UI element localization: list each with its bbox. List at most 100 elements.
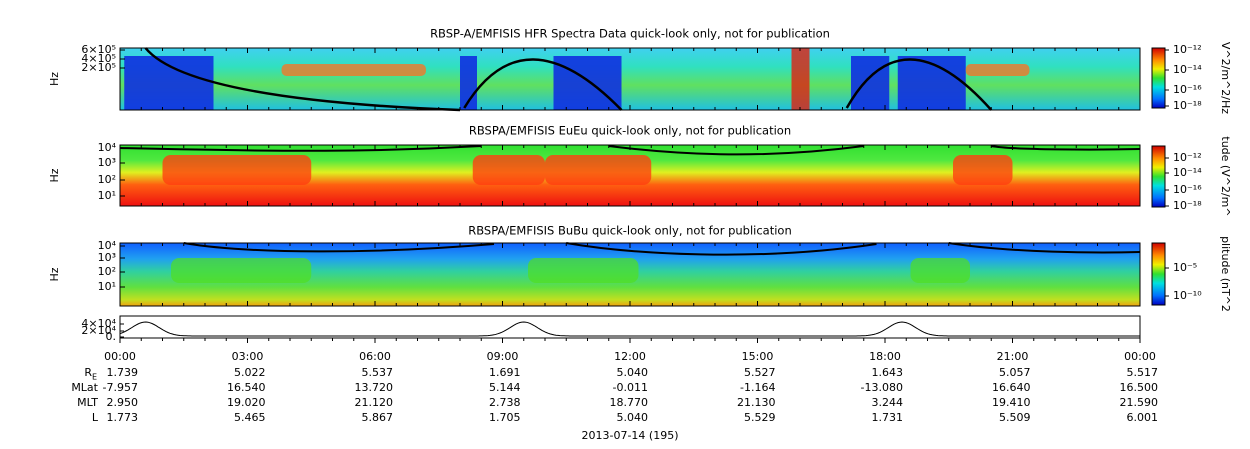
x-tick-label: 18:00 <box>869 350 901 363</box>
colorbar-tick-label: 10⁻¹⁸ <box>1173 199 1202 212</box>
y-axis-label: Hz <box>48 168 61 182</box>
y-tick-label: 10³ <box>98 156 116 169</box>
trace-line <box>119 145 1141 156</box>
ephemeris-value: 16.540 <box>227 381 266 394</box>
colorbar <box>1151 145 1166 208</box>
ephemeris-value: 3.244 <box>872 396 904 409</box>
y-tick-label: 6×10⁵ <box>81 43 116 56</box>
ephemeris-value: 13.720 <box>355 381 394 394</box>
y-tick-label: 4×10⁵ <box>81 52 116 65</box>
colorbar-label: plitude (nT^2 <box>1219 236 1232 312</box>
trace-line <box>119 321 1140 337</box>
ephemeris-value: 5.537 <box>362 366 394 379</box>
ephemeris-value: 1.773 <box>107 411 139 424</box>
spectrogram <box>120 48 1140 110</box>
x-tick-label: 09:00 <box>487 350 519 363</box>
ephemeris-value: 18.770 <box>610 396 649 409</box>
x-tick-label: 15:00 <box>742 350 774 363</box>
x-tick-label: 12:00 <box>614 350 646 363</box>
spectrogram-patch <box>910 258 970 283</box>
ephemeris-value: 1.691 <box>489 366 521 379</box>
colorbar-tick-label: 10⁻¹⁴ <box>1173 63 1202 76</box>
colorbar-tick-label: 10⁻¹⁰ <box>1173 289 1202 302</box>
ephemeris-value: 5.040 <box>617 366 649 379</box>
colorbar-label: tude (V^2/m^ <box>1219 136 1232 216</box>
ephemeris-value: 21.590 <box>1120 396 1159 409</box>
y-axis-label: Hz <box>48 72 61 86</box>
plot-layer: RBSP-A/EMFISIS HFR Spectra Data quick-lo… <box>48 27 1232 443</box>
ephemeris-value: 16.500 <box>1120 381 1159 394</box>
panel-title: RBSPA/EMFISIS EuEu quick-look only, not … <box>469 124 791 138</box>
spectrogram-patch <box>553 56 622 110</box>
ephemeris-value: -7.957 <box>103 381 138 394</box>
spectrogram-patch <box>171 258 312 283</box>
ephemeris-value: 21.120 <box>355 396 394 409</box>
line-panel-frame <box>119 315 1141 339</box>
ephemeris-value: -13.080 <box>861 381 903 394</box>
colorbar-tick-label: 10⁻¹⁶ <box>1173 83 1202 96</box>
spectrogram-patch <box>528 258 639 283</box>
spectrogram-patch <box>124 56 214 110</box>
ephemeris-value: 2.950 <box>107 396 139 409</box>
ephemeris-label: MLT <box>77 396 98 409</box>
spectrogram-patch <box>851 56 890 110</box>
trace-line <box>144 47 461 112</box>
ephemeris-value: -1.164 <box>740 381 775 394</box>
ephemeris-value: 1.739 <box>107 366 139 379</box>
spectrogram-patch <box>545 155 652 185</box>
ephemeris-value: 1.643 <box>872 366 904 379</box>
ephemeris-label: MLat <box>71 381 98 394</box>
spectrogram-patch <box>472 155 545 185</box>
ephemeris-value: 5.057 <box>999 366 1031 379</box>
y-tick-label: 0. <box>106 330 117 343</box>
colorbar-tick-label: 10⁻¹⁶ <box>1173 183 1202 196</box>
ephemeris-value: 5.529 <box>744 411 776 424</box>
ephemeris-label: L <box>92 411 99 424</box>
ephemeris-value: 5.527 <box>744 366 776 379</box>
ephemeris-value: 1.705 <box>489 411 521 424</box>
y-tick-label: 2×10⁴ <box>81 324 116 337</box>
y-axis-label: Hz <box>48 267 61 281</box>
x-tick-label: 00:00 <box>104 350 136 363</box>
y-tick-label: 10² <box>98 265 116 278</box>
panel-title: RBSP-A/EMFISIS HFR Spectra Data quick-lo… <box>430 27 830 41</box>
colorbar-tick-label: 10⁻¹² <box>1173 151 1202 164</box>
colorbar-tick-label: 10⁻¹² <box>1173 43 1202 56</box>
spectrogram-patch <box>953 155 1013 185</box>
ephemeris-value: 5.465 <box>234 411 266 424</box>
ephemeris-value: 5.509 <box>999 411 1031 424</box>
y-tick-label: 10² <box>98 173 116 186</box>
trace-line <box>463 58 623 111</box>
ephemeris-value: 5.144 <box>489 381 521 394</box>
ephemeris-value: 1.731 <box>872 411 904 424</box>
spectrogram-patch <box>281 64 426 76</box>
ephemeris-value: 19.410 <box>992 396 1031 409</box>
spectrogram-patch <box>162 155 312 185</box>
x-tick-label: 21:00 <box>997 350 1029 363</box>
y-tick-label: 2×10⁵ <box>81 61 116 74</box>
ephemeris-value: 19.020 <box>227 396 266 409</box>
ephemeris-value: 16.640 <box>992 381 1031 394</box>
panel-title: RBSPA/EMFISIS BuBu quick-look only, not … <box>468 224 792 238</box>
ephemeris-value: 21.130 <box>737 396 776 409</box>
spectrogram-patch <box>791 48 810 110</box>
colorbar-tick-label: 10⁻¹⁸ <box>1173 99 1202 112</box>
colorbar-label: V^2/m^2/Hz <box>1219 42 1232 114</box>
y-tick-label: 10¹ <box>98 280 116 293</box>
ephemeris-value: -0.011 <box>613 381 648 394</box>
y-tick-label: 10³ <box>98 251 116 264</box>
spectrogram-patch <box>965 64 1030 76</box>
colorbar <box>1151 47 1166 109</box>
date-label: 2013-07-14 (195) <box>581 429 678 442</box>
colorbar-tick-label: 10⁻⁵ <box>1173 261 1197 274</box>
trace-line <box>845 58 993 111</box>
x-tick-label: 00:00 <box>1124 350 1156 363</box>
ephemeris-value: 5.040 <box>617 411 649 424</box>
trace-line <box>183 242 1141 256</box>
ephemeris-label: R <box>84 366 92 379</box>
x-tick-label: 03:00 <box>232 350 264 363</box>
ephemeris-value: 5.517 <box>1127 366 1159 379</box>
colorbar <box>1151 242 1166 306</box>
ephemeris-value: 5.867 <box>362 411 394 424</box>
